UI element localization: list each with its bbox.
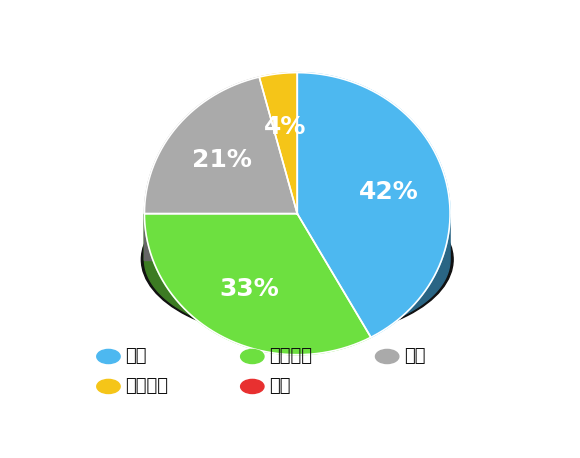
- Polygon shape: [144, 77, 297, 213]
- Polygon shape: [144, 213, 371, 337]
- Text: やや悪い: やや悪い: [125, 377, 169, 395]
- Polygon shape: [297, 213, 371, 327]
- Text: 悪い: 悪い: [269, 377, 291, 395]
- Text: 33%: 33%: [219, 277, 279, 301]
- Text: 普通: 普通: [404, 348, 426, 365]
- Text: 42%: 42%: [359, 180, 419, 204]
- Ellipse shape: [241, 379, 264, 393]
- Polygon shape: [259, 72, 297, 213]
- Text: やや良い: やや良い: [269, 348, 313, 365]
- Polygon shape: [144, 213, 297, 260]
- Polygon shape: [371, 214, 450, 327]
- Polygon shape: [297, 213, 371, 327]
- Ellipse shape: [97, 349, 120, 364]
- Ellipse shape: [241, 349, 264, 364]
- Polygon shape: [297, 72, 450, 337]
- Ellipse shape: [97, 379, 120, 393]
- Text: 4%: 4%: [264, 115, 307, 139]
- Ellipse shape: [375, 349, 399, 364]
- Text: 21%: 21%: [193, 148, 252, 172]
- Ellipse shape: [142, 180, 453, 338]
- Polygon shape: [144, 213, 371, 354]
- Text: 良い: 良い: [125, 348, 147, 365]
- Polygon shape: [144, 213, 297, 260]
